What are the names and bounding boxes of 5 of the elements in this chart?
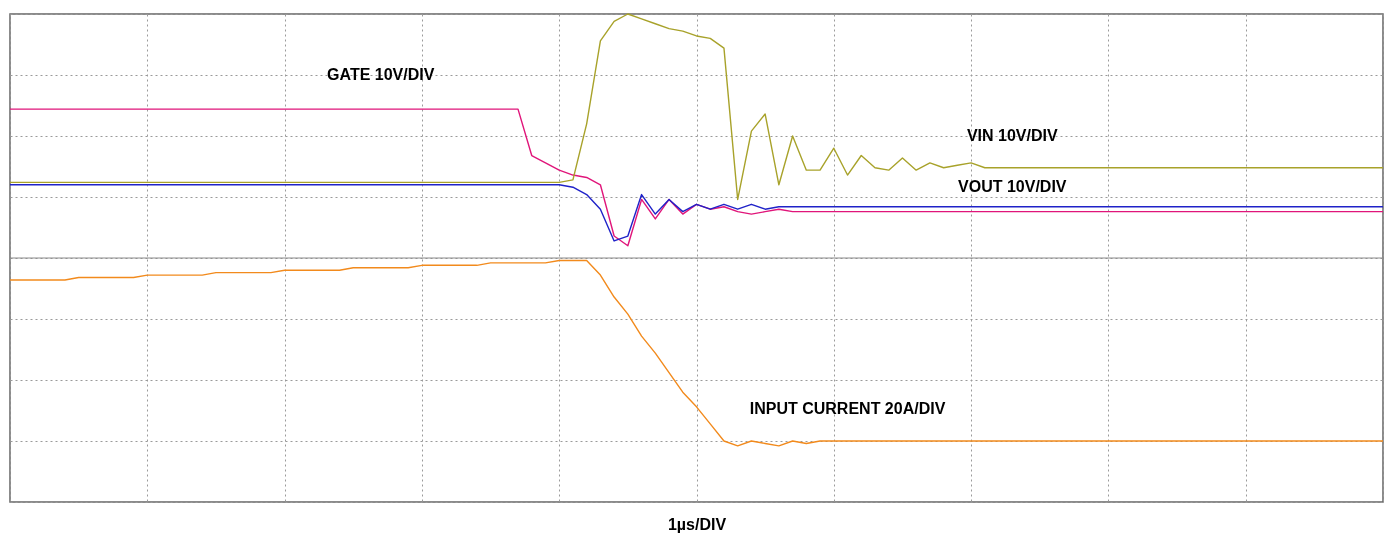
series-label: VIN 10V/DIV	[966, 127, 1058, 144]
series-label: INPUT CURRENT 20A/DIV	[749, 400, 946, 418]
series-label: GATE 10V/DIV	[327, 66, 435, 83]
x-axis-title: 1µs/DIV	[667, 515, 727, 533]
series-label: VOUT 10V/DIV	[958, 178, 1067, 196]
